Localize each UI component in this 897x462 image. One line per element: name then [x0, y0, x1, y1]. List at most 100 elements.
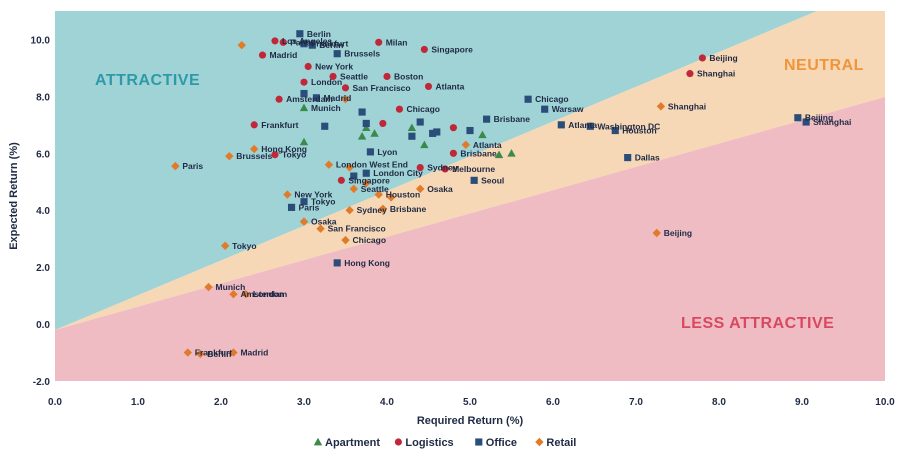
retail-point-label: Osaka — [311, 217, 337, 227]
office-point-label: Seoul — [481, 175, 504, 185]
legend-logistics-marker — [394, 438, 402, 446]
office-point — [433, 128, 441, 136]
legend-office-marker — [475, 438, 483, 446]
office-point — [470, 176, 478, 184]
retail-point-label: Frankfurt — [195, 348, 232, 358]
logistics-point — [337, 176, 345, 184]
y-tick-label: -2.0 — [33, 377, 51, 388]
retail-point — [229, 289, 238, 299]
office-point — [524, 95, 532, 103]
retail-point — [204, 282, 213, 292]
legend-office-label: Office — [486, 437, 517, 449]
office-point — [611, 126, 619, 135]
x-tick-label: 9.0 — [795, 397, 809, 408]
retail-point — [416, 184, 425, 194]
logistics-point-label: Boston — [394, 71, 423, 81]
logistics-point — [300, 78, 308, 86]
logistics-point-label: Amsterdam — [286, 94, 333, 104]
logistics-point-label: Sydney — [427, 163, 458, 173]
y-axis: -2.0 0.0 2.0 4.0 6.0 8.0 10.0 — [31, 35, 51, 388]
retail-point-label: Brisbane — [390, 204, 427, 214]
retail-point — [386, 193, 396, 202]
apartment-point — [494, 150, 504, 159]
retail-point-label: Brussels — [236, 151, 272, 161]
logistics-point-label: Milan — [386, 37, 408, 47]
office-point-label: Brussels — [344, 49, 380, 59]
office-point-label: Brisbane — [494, 114, 531, 124]
apartment-point — [357, 132, 367, 140]
x-tick-label: 6.0 — [546, 397, 560, 408]
office-point — [300, 198, 308, 206]
x-axis-title: Required Return (%) — [417, 415, 524, 427]
zone-label-neutral: NEUTRAL — [784, 57, 864, 74]
logistics-point — [341, 84, 350, 92]
x-tick-label: 0.0 — [48, 397, 62, 408]
retail-point — [316, 224, 325, 233]
office-point — [287, 203, 296, 211]
retail-point — [652, 228, 661, 238]
x-tick-label: 10.0 — [875, 397, 895, 408]
office-point — [466, 126, 474, 135]
office-point — [557, 121, 565, 129]
logistics-point — [395, 105, 404, 113]
office-point-label: Paris — [299, 202, 320, 212]
y-tick-label: 10.0 — [31, 35, 51, 46]
legend-retail-label: Retail — [546, 437, 576, 449]
retail-point-label: San Francisco — [328, 224, 386, 234]
office-point — [408, 132, 416, 140]
office-point — [802, 118, 810, 126]
office-point — [296, 30, 304, 38]
retail-point-label: Madrid — [240, 348, 268, 358]
retail-point — [237, 40, 246, 50]
office-point — [366, 148, 374, 156]
retail-point-label: Hong Kong — [261, 144, 307, 154]
logistics-point-label: Paris — [290, 37, 311, 47]
logistics-point — [271, 151, 279, 159]
y-tick-label: 8.0 — [36, 92, 50, 103]
logistics-point — [279, 38, 287, 46]
retail-point — [250, 144, 259, 154]
legend-apartment-marker — [313, 437, 323, 446]
retail-point-label: New York — [294, 190, 332, 200]
apartment-point — [507, 149, 516, 157]
retail-point-label: Munich — [216, 282, 246, 292]
retail-point — [241, 289, 251, 299]
retail-point — [374, 190, 383, 199]
retail-point-label: Amsterdam — [240, 289, 287, 299]
retail-point — [229, 348, 238, 357]
legend: Apartment Logistics Office Retail — [313, 437, 576, 449]
retail-point — [378, 204, 388, 214]
retail-point — [183, 348, 192, 357]
logistics-point — [258, 51, 267, 59]
apartment-point — [362, 123, 371, 132]
office-point — [321, 122, 329, 130]
logistics-point — [449, 124, 457, 132]
zone-label-less-attractive: LESS ATTRACTIVE — [681, 315, 834, 332]
office-point-label: Berlin — [307, 29, 331, 39]
logistics-point-label: New York — [315, 62, 353, 72]
x-tick-label: 4.0 — [380, 397, 394, 408]
retail-point-label: Atlanta — [473, 140, 502, 150]
office-point — [586, 122, 594, 130]
logistics-point-label: Los Angeles — [282, 36, 332, 46]
logistics-point — [698, 54, 706, 62]
logistics-point — [379, 119, 387, 127]
y-tick-label: 2.0 — [36, 263, 50, 274]
retail-point — [225, 151, 234, 161]
office-point — [358, 108, 366, 116]
retail-point — [656, 102, 666, 111]
logistics-point — [275, 95, 283, 103]
logistics-point — [271, 37, 279, 45]
office-point — [483, 115, 491, 123]
logistics-point — [250, 121, 258, 129]
y-tick-label: 0.0 — [36, 320, 50, 331]
retail-point — [341, 95, 350, 104]
apartment-point-label: Munich — [311, 103, 341, 113]
office-point-label: Madrid — [323, 93, 351, 103]
office-point — [362, 119, 370, 127]
x-tick-label: 3.0 — [297, 397, 311, 408]
office-point-label: London City — [373, 168, 423, 178]
retail-point-label: London West End — [336, 160, 408, 170]
office-point — [333, 259, 341, 267]
